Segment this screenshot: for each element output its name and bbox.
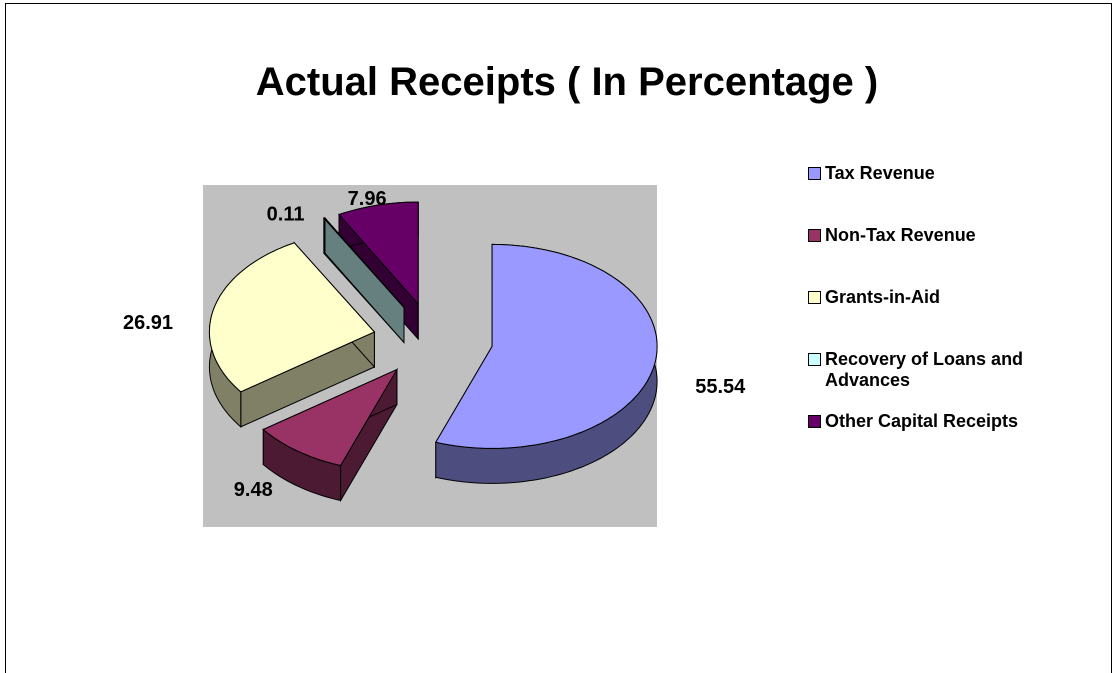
- data-label: 55.54: [695, 376, 746, 398]
- legend-label: Other Capital Receipts: [825, 411, 1019, 431]
- slice: [322, 216, 405, 344]
- legend-item: Recovery of Loans and Advances: [808, 349, 1098, 411]
- slice: [262, 368, 399, 467]
- data-label: 7.96: [348, 188, 387, 210]
- slice: [208, 242, 376, 393]
- legend-item: Tax Revenue: [808, 163, 1098, 225]
- legend: Tax Revenue Non-Tax Revenue Grants-in-Aid R…: [808, 163, 1098, 473]
- slice: [208, 241, 376, 428]
- legend-label: Grants-in-Aid: [825, 287, 940, 307]
- legend-item: Non-Tax Revenue: [808, 225, 1098, 287]
- legend-label: Tax Revenue: [825, 163, 935, 183]
- data-label: 9.48: [234, 479, 273, 501]
- slice-side: [323, 217, 326, 254]
- legend-swatch: [808, 353, 821, 366]
- legend-item: Other Capital Receipts: [808, 411, 1098, 473]
- data-label: 26.91: [123, 312, 173, 334]
- chart-title: Actual Receipts ( In Percentage ): [256, 60, 878, 104]
- slice: [435, 243, 658, 449]
- legend-swatch: [808, 167, 821, 180]
- data-label: 0.11: [267, 203, 305, 225]
- frame: [5, 3, 1112, 673]
- slice: [435, 243, 658, 484]
- legend-item: Grants-in-Aid: [808, 287, 1098, 349]
- legend-label: Non-Tax Revenue: [825, 225, 976, 245]
- slice: [322, 217, 405, 308]
- legend-swatch: [808, 291, 821, 304]
- slice: [262, 367, 399, 503]
- legend-swatch: [808, 229, 821, 242]
- legend-swatch: [808, 415, 821, 428]
- slice: [338, 201, 419, 306]
- legend-label: Recovery of Loans and Advances: [825, 349, 1024, 390]
